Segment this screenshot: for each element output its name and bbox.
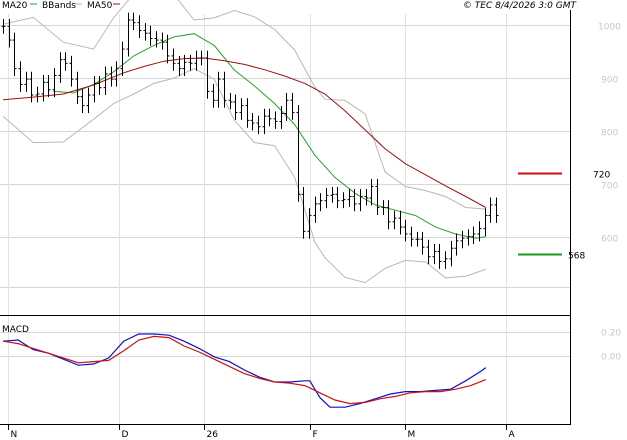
bollinger-bands <box>2 0 486 284</box>
legend-ma50: MA50 <box>87 1 113 11</box>
legend-bbands: BBands <box>42 1 76 11</box>
time-label-D: D <box>122 430 129 440</box>
series-ma50 <box>2 57 487 208</box>
time-label-F: F <box>313 430 318 440</box>
macd-tick-0.00: 0.00 <box>601 353 621 363</box>
series-ma20 <box>53 33 486 239</box>
price-bars <box>1 12 499 269</box>
price-tick-900: 900 <box>601 76 618 86</box>
resistance-level-label: 720 <box>593 171 610 181</box>
macd-lines <box>2 333 487 408</box>
time-label-26: 26 <box>207 430 219 440</box>
macd-series-signal <box>2 335 487 405</box>
price-tick-600: 600 <box>601 235 618 245</box>
time-label-M: M <box>408 430 416 440</box>
macd-label: MACD <box>2 325 29 335</box>
macd-tick-0.20: 0.20 <box>601 329 621 339</box>
time-label-N: N <box>11 430 18 440</box>
price-tick-800: 800 <box>601 129 618 139</box>
price-tick-700: 700 <box>601 182 618 192</box>
time-label-A: A <box>509 430 516 440</box>
moving-averages <box>2 33 487 239</box>
price-tick-1000: 1000 <box>598 23 621 33</box>
macd-series-macd <box>2 333 487 408</box>
series-bbands-upper <box>2 0 486 210</box>
support-level-label: 568 <box>568 252 585 262</box>
copyright-text: © TEC 8/4/2026 3:0 GMT <box>463 1 578 11</box>
time-axis-labels: N D 26 F M A <box>8 424 516 440</box>
series-bbands-lower <box>2 68 486 284</box>
legend-ma20: MA20 <box>2 1 28 11</box>
grid-lines <box>0 14 570 424</box>
